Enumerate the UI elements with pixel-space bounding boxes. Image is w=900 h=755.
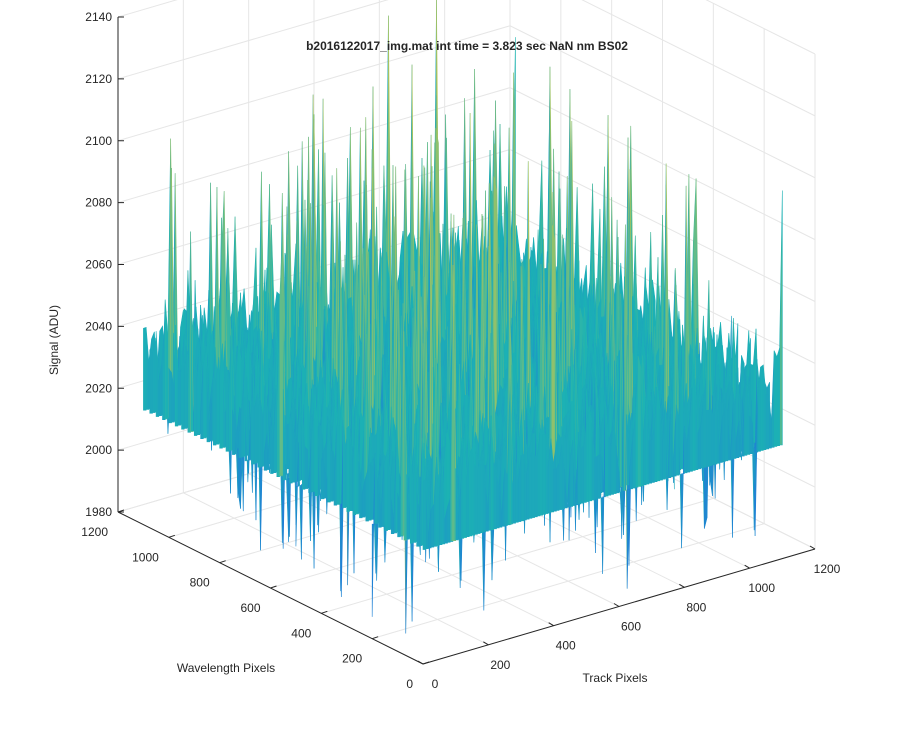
surface-patch — [369, 462, 372, 520]
surface-patch — [258, 400, 261, 467]
surface-patch — [290, 414, 293, 483]
surface-patch — [280, 239, 283, 475]
surface-patch — [203, 346, 206, 438]
surface — [143, 0, 782, 633]
surface-patch — [238, 453, 241, 509]
surface-patch — [146, 327, 149, 409]
surface-patch — [150, 350, 153, 413]
surface-patch — [184, 354, 187, 428]
surface-patch — [305, 447, 308, 489]
surface-patch — [156, 331, 159, 416]
surface-patch — [143, 327, 146, 410]
surface-patch — [162, 300, 165, 420]
surface-patch — [330, 451, 333, 501]
surface-patch — [165, 300, 168, 419]
surface-patch — [251, 400, 254, 464]
surface-patch — [178, 371, 181, 426]
surface-patch — [169, 369, 172, 423]
surface-patch — [347, 426, 350, 512]
surface-patch — [337, 425, 340, 504]
surface-patch — [321, 458, 324, 499]
surface-patch — [213, 378, 216, 445]
